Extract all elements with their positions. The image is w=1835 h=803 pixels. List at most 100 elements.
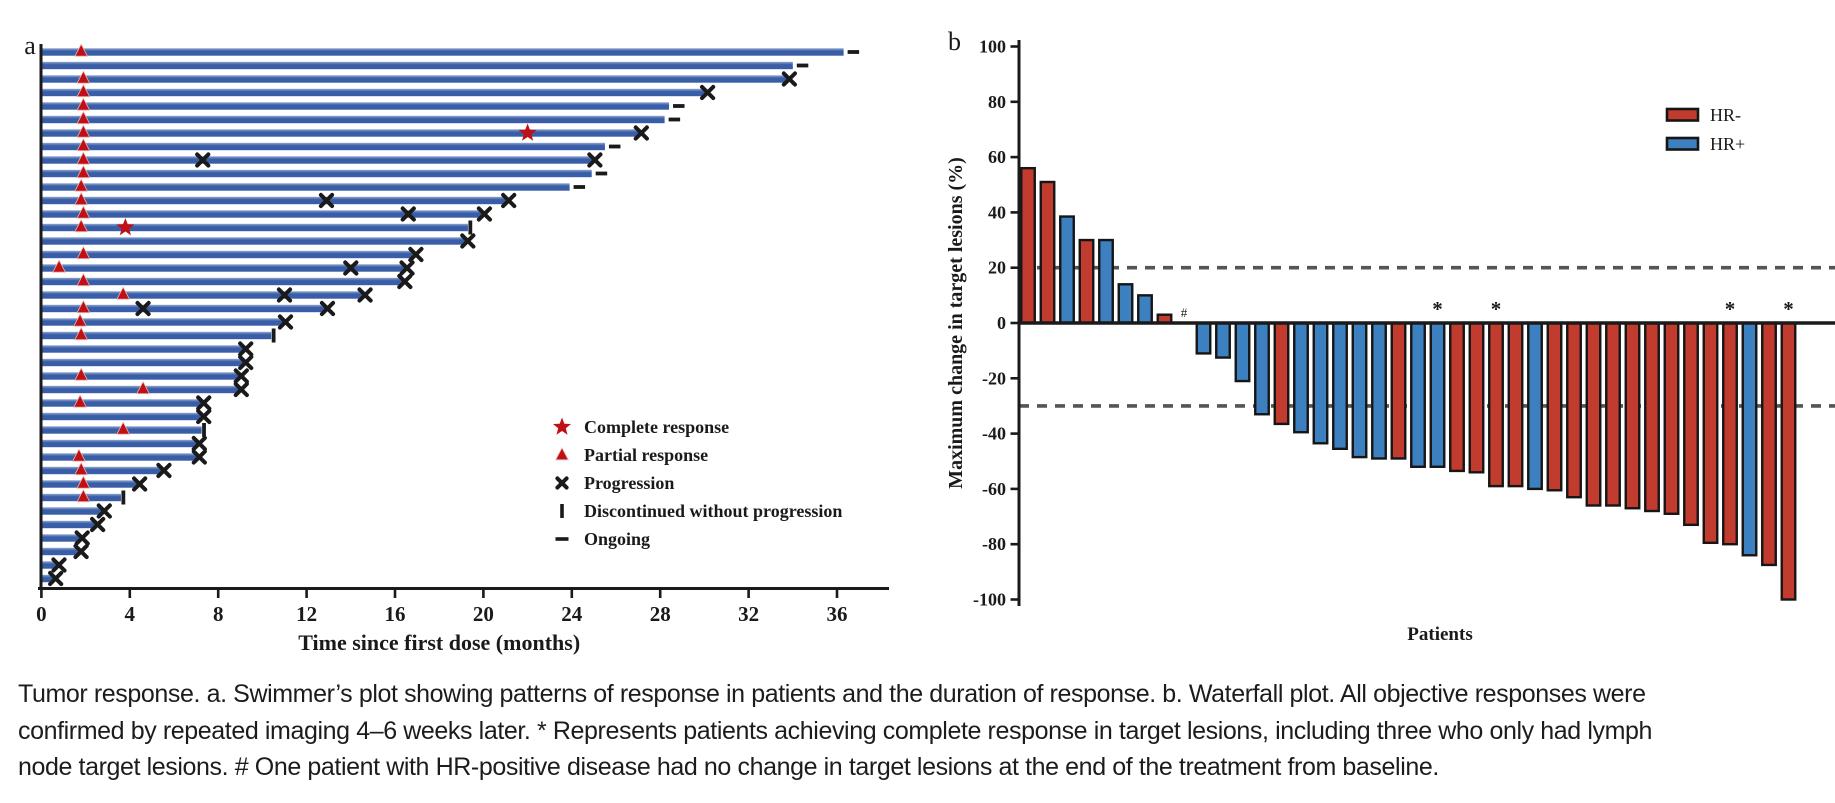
partial-response-triangle	[74, 326, 89, 341]
partial-response-triangle	[74, 367, 89, 381]
waterfall-bar	[1117, 283, 1134, 325]
line	[501, 192, 517, 209]
swimmer-row	[41, 421, 206, 437]
swimmer-bars	[41, 43, 860, 587]
line	[700, 84, 716, 101]
swimmer-bar	[41, 480, 139, 488]
progression-x-marker	[357, 287, 373, 303]
waterfall-bar	[1761, 321, 1777, 567]
swimmer-row	[41, 475, 148, 492]
legend-swatch	[1665, 107, 1700, 122]
waterfall-slot	[1234, 321, 1251, 383]
swimmer-bar	[41, 304, 327, 313]
progression-x-marker	[238, 341, 254, 357]
waterfall-bar	[1351, 321, 1368, 459]
swimmer-bar	[41, 412, 203, 421]
x-axis-title: Time since first dose (months)	[298, 630, 580, 655]
partial-response-triangle	[74, 191, 89, 206]
waterfall-slot	[1293, 321, 1309, 434]
x-axis-tick-label: 16	[385, 602, 406, 626]
progression-x-marker	[51, 557, 67, 573]
complete-response-asterisk: *	[1783, 297, 1794, 321]
line	[51, 557, 67, 573]
waterfall-bar	[1624, 321, 1641, 510]
waterfall-bar	[1527, 321, 1543, 491]
line	[191, 449, 207, 465]
waterfall-slot	[1059, 215, 1075, 325]
waterfall-legend: HR- HR+	[1665, 105, 1745, 154]
progression-x-marker	[191, 435, 207, 452]
waterfall-bar	[1273, 321, 1290, 426]
waterfall-slot	[1351, 321, 1368, 459]
swimmer-row	[41, 205, 492, 222]
ongoing-dash-marker	[595, 171, 608, 176]
swimmer-row	[41, 341, 254, 357]
x-axis-tick-label: 32	[738, 602, 759, 626]
line	[196, 395, 212, 411]
waterfall-slot	[1117, 283, 1134, 325]
discontinued-bar-marker	[202, 423, 206, 437]
swimmer-row	[41, 218, 473, 236]
waterfall-bar	[1293, 321, 1309, 434]
swimmer-bar	[41, 264, 407, 272]
swimmer-bar	[41, 75, 789, 83]
waterfall-bar	[1702, 321, 1719, 545]
partial-response-triangle	[76, 83, 91, 98]
swimmer-bar	[41, 561, 58, 569]
waterfall-bars: # * * * *	[1020, 166, 1797, 601]
waterfall-bar	[1644, 321, 1660, 513]
caption-line-3: node target lesions. # One patient with …	[18, 753, 1439, 781]
progression-x-marker	[156, 462, 172, 479]
swimmer-row	[41, 97, 685, 111]
partial-response-triangle	[76, 124, 91, 138]
complete-response-star	[518, 123, 537, 141]
line	[587, 152, 603, 168]
ongoing-dash-marker	[796, 63, 809, 68]
waterfall-bar	[1683, 321, 1699, 527]
progression-x-marker	[196, 408, 212, 425]
line	[476, 206, 492, 222]
discontinued-bar-marker	[121, 490, 126, 505]
waterfall-bar	[1722, 321, 1738, 546]
line	[399, 260, 415, 276]
partial-response-triangle	[76, 97, 91, 111]
line	[319, 300, 336, 317]
progression-x-marker	[48, 570, 64, 587]
y-axis-tick-label: 80	[988, 92, 1006, 112]
swimmer-row	[41, 61, 809, 70]
swimmer-row	[41, 233, 476, 249]
waterfall-bar	[1780, 321, 1797, 601]
progression-x-marker	[96, 503, 112, 519]
partial-response-triangle	[76, 299, 91, 314]
waterfall-bar	[1663, 321, 1680, 515]
waterfall-slot	[1215, 321, 1231, 359]
waterfall-bar	[1020, 166, 1036, 325]
progression-x-marker	[501, 192, 517, 209]
swimmer-bar	[41, 115, 665, 124]
swimmer-bar	[41, 466, 163, 475]
swimmer-row	[41, 435, 207, 452]
partial-response-triangle	[74, 43, 89, 57]
swimmer-row	[41, 503, 112, 519]
swimmer-row	[41, 178, 586, 192]
swimmer-bar	[41, 358, 245, 367]
waterfall-slot	[1644, 321, 1660, 513]
waterfall-bar	[1039, 180, 1056, 325]
swimmer-bar	[41, 142, 605, 151]
waterfall-slot: #	[1181, 305, 1188, 320]
x-axis-tick-label: 4	[125, 602, 136, 626]
progression-x-marker	[233, 368, 249, 384]
swimmer-row	[41, 137, 621, 152]
partial-response-triangle	[136, 380, 151, 395]
swimmer-row	[41, 530, 90, 546]
waterfall-slot	[1078, 238, 1095, 325]
swimmer-row	[41, 557, 67, 573]
waterfall-slot	[1468, 321, 1485, 474]
waterfall-slot	[1254, 321, 1270, 416]
x-axis-tick-label: 0	[36, 602, 47, 626]
line	[156, 462, 172, 479]
progression-x-marker	[400, 206, 416, 222]
x-axis-tick-label: 24	[561, 602, 583, 626]
waterfall-slot	[1371, 321, 1387, 460]
line	[318, 192, 335, 209]
